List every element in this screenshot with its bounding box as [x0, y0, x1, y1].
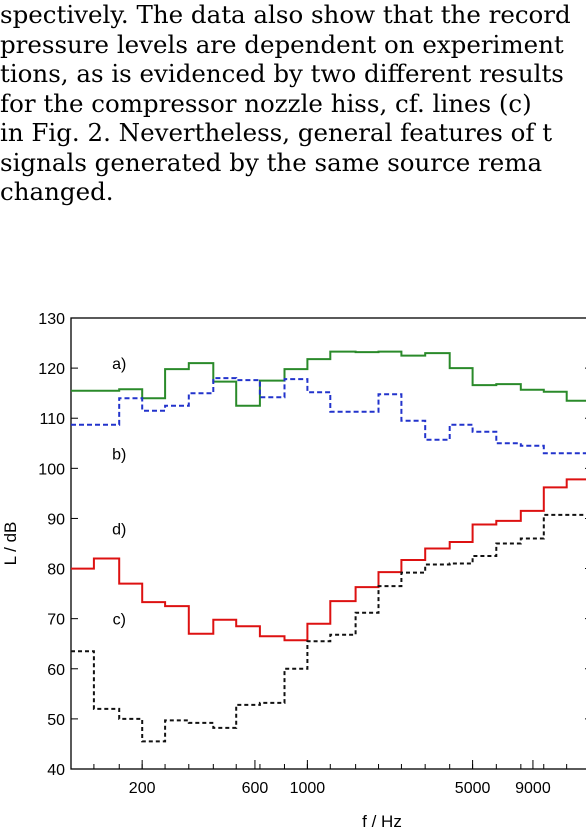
y-tick-label: 70: [47, 612, 65, 629]
y-tick-label: 110: [39, 411, 65, 428]
x-tick-label: 1000: [290, 780, 326, 797]
x-tick-label: 200: [129, 780, 156, 797]
series-line-c: [71, 513, 586, 743]
y-tick-label: 100: [38, 461, 65, 478]
paragraph-line: spectively. The data also show that the …: [0, 0, 571, 29]
series-line-a: [71, 350, 586, 407]
y-tick-label: 90: [47, 511, 65, 528]
y-axis-title: L / dB: [1, 522, 20, 566]
series-label: c): [113, 612, 126, 629]
body-paragraph: spectively. The data also show that the …: [0, 0, 586, 207]
paragraph-line: changed.: [0, 177, 114, 206]
y-tick-label: 60: [47, 662, 65, 679]
y-tick-label: 50: [47, 712, 65, 729]
y-tick-label: 130: [38, 311, 65, 328]
series-label: a): [112, 356, 126, 373]
x-tick-label: 600: [242, 780, 269, 797]
series-label: b): [112, 446, 126, 463]
series-line-d: [71, 478, 586, 642]
y-tick-label: 40: [47, 762, 65, 779]
x-tick-label: 5000: [455, 780, 491, 797]
y-tick-label: 80: [47, 562, 65, 579]
series-line-b: [71, 377, 586, 455]
paragraph-line: tions, as is evidenced by two different …: [0, 59, 564, 88]
plot-frame: [70, 317, 586, 770]
series-label: d): [112, 521, 126, 538]
paragraph-line: signals generated by the same source rem…: [0, 147, 543, 177]
y-tick-label: 120: [38, 361, 65, 378]
paragraph-line: for the compressor nozzle hiss, cf. line…: [0, 88, 532, 118]
x-axis-title: f / Hz: [362, 812, 402, 829]
paragraph-line: in Fig. 2. Nevertheless, general feature…: [0, 118, 553, 147]
paragraph-line: pressure levels are dependent on experim…: [0, 29, 564, 59]
sound-level-chart: 40 50 60 70 80 90 100 110 120 130 200 600 1000 5000 90…: [1, 311, 586, 829]
x-tick-label: 9000: [515, 780, 551, 797]
